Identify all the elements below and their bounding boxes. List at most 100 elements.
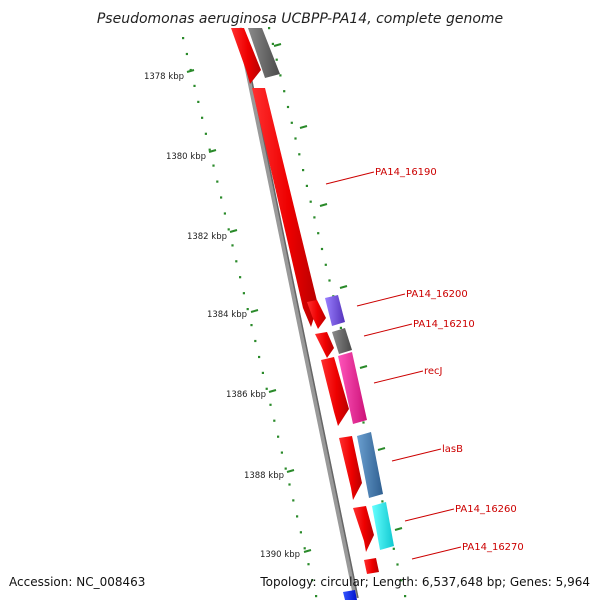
- ruler-dot: [254, 339, 257, 343]
- track-dot: [290, 121, 293, 124]
- tick-label-1388: 1388 kbp: [244, 471, 284, 481]
- tick-label-1382: 1382 kbp: [187, 232, 227, 242]
- gene-pa14-16210-red[interactable]: [315, 332, 334, 358]
- track-dot: [362, 421, 365, 424]
- track-dot: [279, 74, 282, 77]
- label-text-pa14-16200: PA14_16200: [406, 289, 468, 300]
- track-dot: [317, 232, 320, 235]
- ruler-dot: [299, 531, 302, 534]
- label-text-pa14-16190: PA14_16190: [375, 167, 437, 178]
- track-dot: [268, 27, 271, 30]
- ruler-dot: [284, 467, 287, 470]
- genome-stats-text: Topology: circular; Length: 6,537,648 bp…: [259, 575, 590, 589]
- ruler-dot: [311, 579, 314, 582]
- ruler-dot: [288, 483, 291, 486]
- label-pa14-16200[interactable]: PA14_16200: [356, 289, 468, 307]
- ruler-dot: [185, 52, 188, 56]
- ruler-dot: [239, 276, 242, 279]
- ruler-dot: [231, 244, 234, 247]
- label-lasb[interactable]: lasB: [391, 444, 463, 462]
- ruler-dot: [280, 451, 283, 454]
- track-dot: [328, 279, 331, 282]
- accession-text: Accession: NC_008463: [9, 575, 145, 589]
- track-dot: [275, 58, 278, 61]
- forward-genes: [231, 28, 379, 574]
- gene-pa14-16200-red[interactable]: [307, 300, 326, 329]
- ruler-dot: [242, 292, 245, 295]
- tick-1380: 1380 kbp: [166, 149, 217, 162]
- ruler-dot: [197, 100, 200, 103]
- ruler-dot: [201, 116, 204, 119]
- track-dot: [313, 216, 316, 219]
- track-dot: [381, 500, 384, 503]
- ruler-dot: [204, 132, 207, 135]
- annotation-track: [248, 28, 394, 600]
- gene-pa14-16190[interactable]: [252, 88, 318, 327]
- label-recj[interactable]: recJ: [373, 366, 443, 384]
- track-dot: [302, 169, 305, 172]
- ruler-dot: [277, 435, 280, 438]
- block-cyan[interactable]: [372, 502, 394, 550]
- ruler-dot: [193, 84, 196, 87]
- track-dot: [392, 547, 395, 550]
- track-dot: [298, 153, 301, 156]
- gene-red-1[interactable]: [231, 28, 261, 84]
- tick-1384: 1384 kbp: [207, 309, 259, 320]
- track-dot: [320, 247, 324, 251]
- block-gray-top[interactable]: [248, 28, 280, 78]
- tick-label-1386: 1386 kbp: [226, 390, 266, 400]
- ruler-dot: [292, 499, 295, 502]
- track-dot: [324, 263, 327, 266]
- tick-1386: 1386 kbp: [226, 389, 277, 400]
- track-dot: [305, 184, 308, 187]
- block-blue[interactable]: [343, 590, 357, 600]
- ruler-dot: [303, 547, 306, 550]
- ruler-dot: [223, 212, 226, 215]
- block-violet[interactable]: [325, 295, 345, 326]
- label-text-lasb: lasB: [442, 444, 463, 455]
- track-dot: [283, 90, 286, 93]
- track-dot: [309, 200, 312, 203]
- track-dot: [404, 595, 407, 598]
- tick-1382: 1382 kbp: [187, 229, 238, 242]
- track-dot: [339, 326, 342, 329]
- track-dot: [286, 105, 290, 109]
- gene-lasb[interactable]: [339, 436, 362, 500]
- block-gray[interactable]: [332, 328, 352, 354]
- tick-1388: 1388 kbp: [244, 469, 295, 481]
- tick-label-1378: 1378 kbp: [144, 72, 184, 82]
- gene-pa14-16260[interactable]: [353, 506, 374, 552]
- gene-pa14-16270[interactable]: [364, 558, 379, 574]
- block-pink[interactable]: [338, 352, 367, 424]
- ruler-dot: [182, 37, 185, 40]
- track-dot: [271, 42, 274, 45]
- ruler-dot: [250, 324, 253, 327]
- ruler-dot: [212, 164, 215, 167]
- ruler-dot: [227, 228, 230, 231]
- block-steel[interactable]: [357, 432, 383, 498]
- ruler-dot: [265, 387, 268, 390]
- tick-label-1384: 1384 kbp: [207, 310, 247, 320]
- label-pa14-16210[interactable]: PA14_16210: [363, 319, 475, 337]
- ruler-dot: [261, 371, 264, 374]
- gene-recj[interactable]: [321, 357, 349, 426]
- track-dot: [400, 579, 403, 582]
- label-pa14-16190[interactable]: PA14_16190: [325, 167, 437, 185]
- map-title: Pseudomonas aeruginosa UCBPP-PA14, compl…: [97, 11, 503, 27]
- label-pa14-16260[interactable]: PA14_16260: [404, 504, 517, 522]
- label-text-pa14-16270: PA14_16270: [462, 542, 524, 553]
- outer-track-ticks: [273, 43, 403, 531]
- label-pa14-16270[interactable]: PA14_16270: [411, 542, 524, 560]
- ruler-dot: [258, 355, 261, 359]
- tick-1390: 1390 kbp: [260, 549, 312, 560]
- label-text-pa14-16210: PA14_16210: [413, 319, 475, 330]
- ruler-dot: [315, 595, 318, 598]
- tick-1378: 1378 kbp: [144, 69, 195, 82]
- ruler-dot: [220, 196, 223, 199]
- kbp-ruler: [182, 37, 318, 598]
- track-dot: [396, 563, 399, 566]
- ruler-dot: [246, 308, 249, 311]
- ruler-dot: [235, 260, 238, 263]
- label-text-pa14-16260: PA14_16260: [455, 504, 517, 515]
